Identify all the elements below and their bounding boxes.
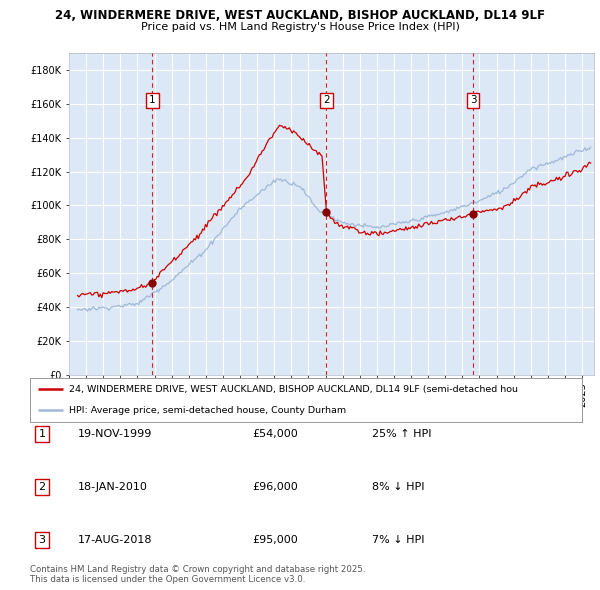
Text: 2: 2: [323, 96, 329, 106]
Text: 7% ↓ HPI: 7% ↓ HPI: [372, 535, 425, 545]
Text: 2: 2: [38, 482, 46, 491]
Text: 17-AUG-2018: 17-AUG-2018: [78, 535, 152, 545]
Text: £95,000: £95,000: [252, 535, 298, 545]
Text: 3: 3: [470, 96, 476, 106]
Text: Price paid vs. HM Land Registry's House Price Index (HPI): Price paid vs. HM Land Registry's House …: [140, 22, 460, 32]
Text: 19-NOV-1999: 19-NOV-1999: [78, 429, 152, 438]
Text: £96,000: £96,000: [252, 482, 298, 491]
Text: £54,000: £54,000: [252, 429, 298, 438]
Text: 18-JAN-2010: 18-JAN-2010: [78, 482, 148, 491]
Text: 1: 1: [38, 429, 46, 438]
Text: Contains HM Land Registry data © Crown copyright and database right 2025.
This d: Contains HM Land Registry data © Crown c…: [30, 565, 365, 584]
Text: 24, WINDERMERE DRIVE, WEST AUCKLAND, BISHOP AUCKLAND, DL14 9LF: 24, WINDERMERE DRIVE, WEST AUCKLAND, BIS…: [55, 9, 545, 22]
Text: HPI: Average price, semi-detached house, County Durham: HPI: Average price, semi-detached house,…: [68, 406, 346, 415]
Text: 3: 3: [38, 535, 46, 545]
Text: 24, WINDERMERE DRIVE, WEST AUCKLAND, BISHOP AUCKLAND, DL14 9LF (semi-detached ho: 24, WINDERMERE DRIVE, WEST AUCKLAND, BIS…: [68, 385, 518, 394]
Text: 25% ↑ HPI: 25% ↑ HPI: [372, 429, 431, 438]
Text: 1: 1: [149, 96, 156, 106]
Text: 8% ↓ HPI: 8% ↓ HPI: [372, 482, 425, 491]
